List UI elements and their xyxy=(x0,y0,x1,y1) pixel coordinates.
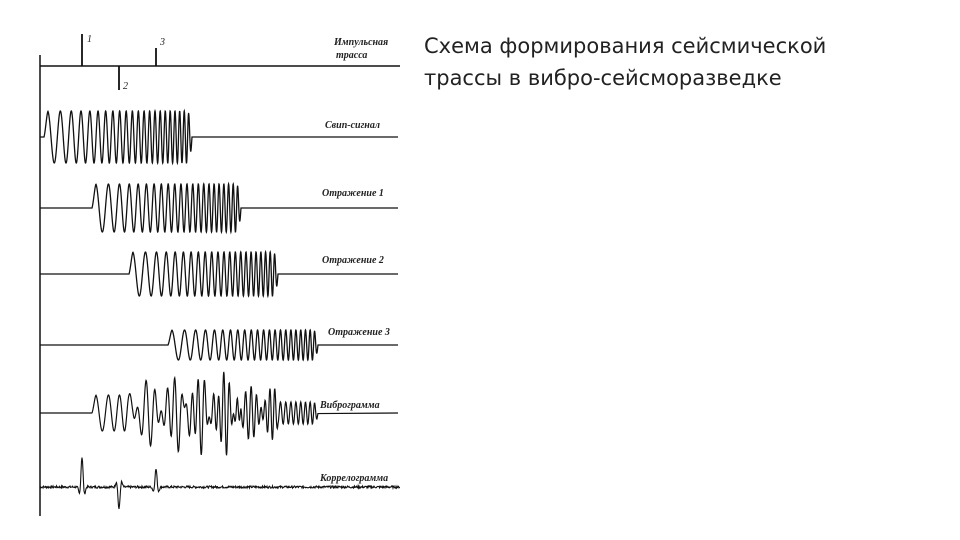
impulse-trace-label-line2: трасса xyxy=(336,50,367,61)
sweep-label: Свип-сигнал xyxy=(325,120,380,131)
trace-reflection-1: Отражение 1 xyxy=(40,181,398,235)
trace-reflection-3: Отражение 3 xyxy=(40,327,398,362)
trace-sweep: Свип-сигнал xyxy=(40,108,398,166)
trace-reflection-2: Отражение 2 xyxy=(40,249,398,299)
slide-title-line2: трассы в вибро-сейсморазведке xyxy=(424,66,782,90)
reflection-1-label: Отражение 1 xyxy=(322,188,384,199)
reflection-3-wave xyxy=(40,328,398,362)
reflection-3-label: Отражение 3 xyxy=(328,327,390,338)
vibrogram-label: Виброграмма xyxy=(319,400,380,411)
trace-correlogram: Коррелограмма xyxy=(39,457,401,510)
slide-title: Схема формирования сейсмической трассы в… xyxy=(424,30,944,94)
correlogram-wave xyxy=(39,457,401,510)
reflection-2-wave xyxy=(40,249,398,299)
impulse-trace-label-line1: Импульсная xyxy=(333,37,388,48)
impulse-marker-3: 3 xyxy=(159,37,165,48)
impulse-marker-2: 2 xyxy=(123,81,128,92)
vibroseis-diagram: 1 2 3 Импульсная трасса Свип-сигнал Отра… xyxy=(39,34,401,516)
correlogram-label: Коррелограмма xyxy=(319,473,388,484)
trace-vibrogram: Виброграмма xyxy=(40,371,399,456)
reflection-2-label: Отражение 2 xyxy=(322,255,384,266)
impulse-marker-1: 1 xyxy=(87,34,92,45)
sweep-wave xyxy=(40,108,398,166)
reflection-1-wave xyxy=(40,181,398,235)
slide-title-line1: Схема формирования сейсмической xyxy=(424,34,827,58)
impulse-trace: 1 2 3 Импульсная трасса xyxy=(40,34,400,92)
vibrogram-wave xyxy=(40,371,399,456)
